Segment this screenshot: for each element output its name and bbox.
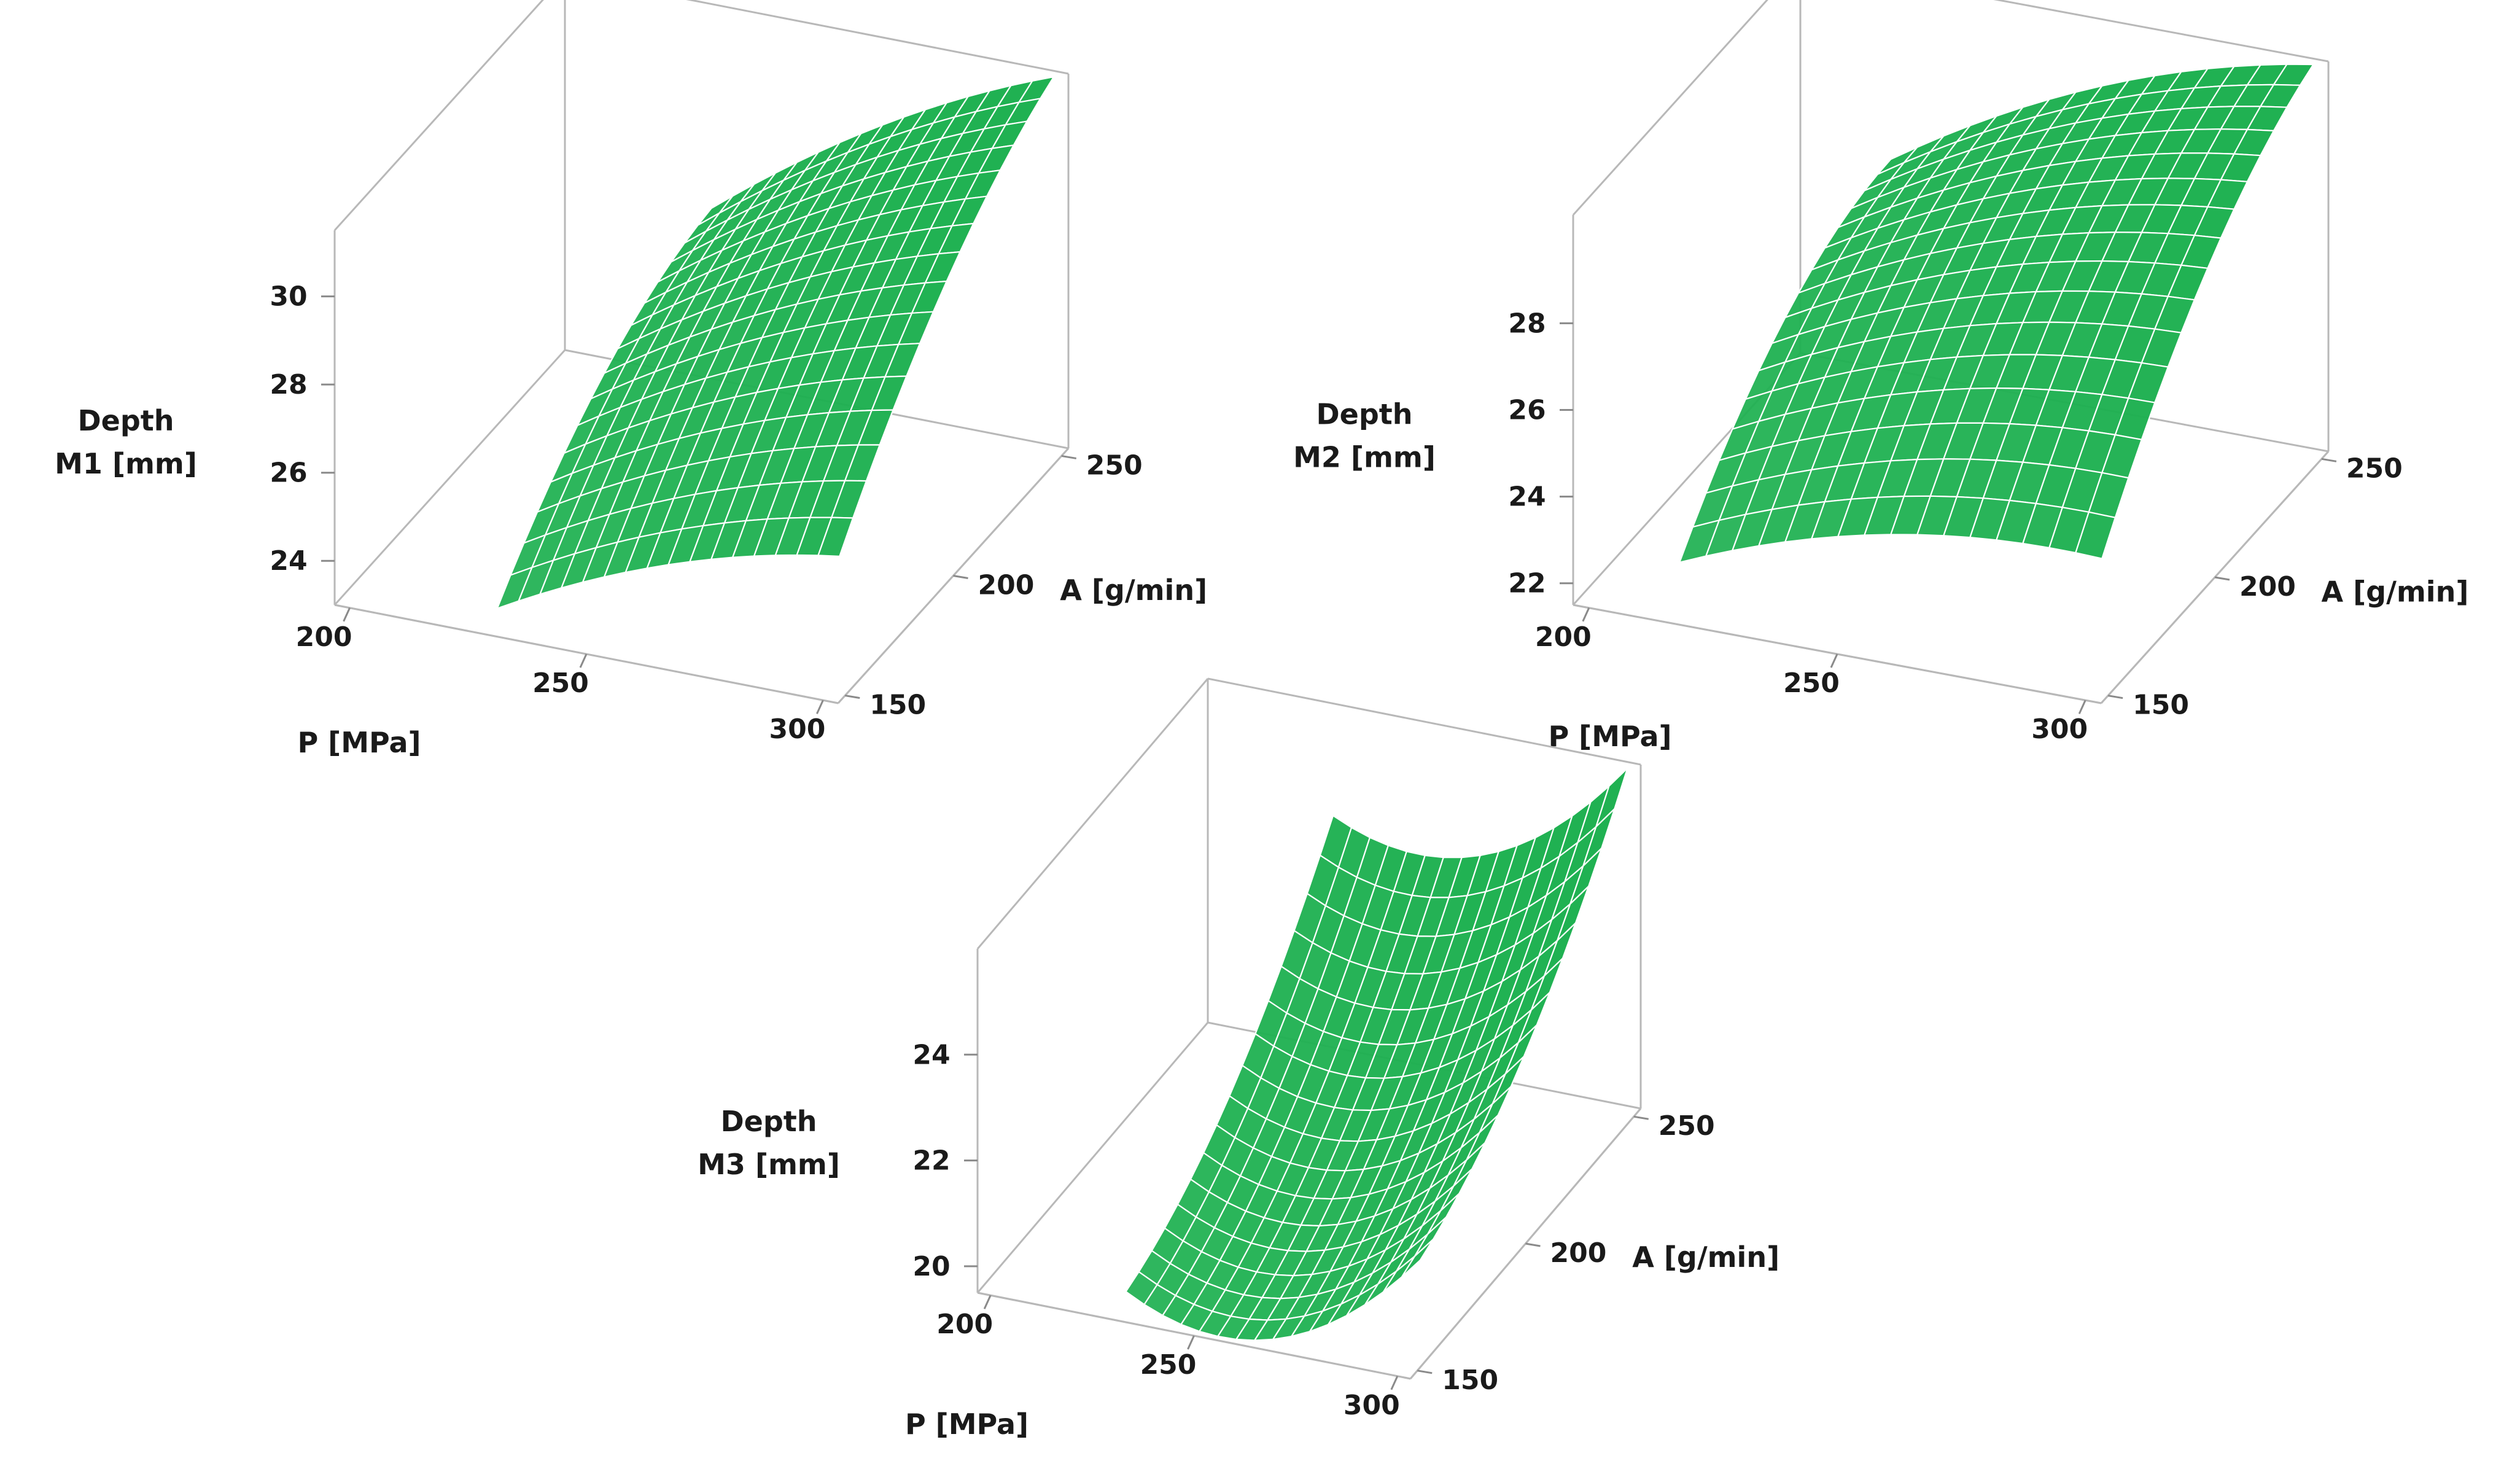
x-tick-mark: [579, 653, 588, 668]
y-tick-mark: [2321, 458, 2337, 462]
z-tick-label: 28: [270, 369, 307, 400]
z-axis-label-line2: M3 [mm]: [698, 1148, 840, 1181]
surface-mesh: [1679, 63, 2314, 563]
x-tick-label: 200: [936, 1309, 993, 1340]
x-tick-label: 250: [1140, 1349, 1197, 1381]
y-tick-mark: [2214, 576, 2230, 581]
z-tick-label: 20: [912, 1251, 950, 1282]
x-tick-label: 300: [1344, 1390, 1400, 1421]
axis-frame-line: [686, 0, 1069, 75]
y-axis-label: A [g/min]: [1632, 1241, 1779, 1274]
z-axis-label-line1: Depth: [720, 1105, 817, 1138]
y-tick-label: 150: [869, 690, 926, 721]
y-tick-mark: [845, 695, 860, 699]
y-tick-mark: [953, 575, 968, 579]
x-tick-mark: [343, 607, 351, 622]
x-tick-label: 300: [2031, 714, 2088, 745]
y-axis-label: A [g/min]: [2322, 575, 2469, 609]
y-tick-label: 250: [1086, 450, 1143, 481]
y-tick-label: 200: [2239, 571, 2296, 602]
x-tick-label: 300: [769, 714, 825, 745]
y-tick-mark: [1417, 1370, 1433, 1374]
x-tick-mark: [1187, 1335, 1195, 1350]
z-tick-label: 26: [1508, 395, 1546, 426]
z-tick-label: 28: [1508, 308, 1546, 339]
x-tick-mark: [1830, 653, 1838, 668]
y-tick-mark: [1633, 1115, 1649, 1120]
surface-cell: [2075, 511, 2116, 559]
axis-frame-line: [333, 349, 566, 606]
axis-frame-line: [333, 0, 544, 232]
z-tick-label: 24: [912, 1039, 950, 1070]
z-tick-label: 26: [270, 458, 307, 489]
z-axis-label-line1: Depth: [1316, 397, 1412, 431]
x-tick-label: 200: [296, 622, 352, 653]
x-tick-mark: [1390, 1376, 1399, 1390]
y-axis-label: A [g/min]: [1060, 574, 1207, 607]
axis-frame-line: [1993, 0, 2329, 63]
y-tick-mark: [1525, 1242, 1541, 1247]
x-tick-mark: [983, 1295, 992, 1309]
x-tick-mark: [816, 699, 824, 714]
surface-plot-3: 200 250 300 P [MPa] 150 200 250 A [g/min] 20 22 24…: [698, 677, 1779, 1441]
x-tick-label: 250: [1783, 668, 1840, 699]
x-tick-mark: [1582, 607, 1590, 622]
x-tick-label: 250: [532, 668, 589, 699]
z-axis-label-line2: M1 [mm]: [55, 447, 197, 480]
z-tick-label: 22: [1508, 568, 1546, 599]
z-axis-label-line1: Depth: [77, 404, 174, 437]
surface-cell: [1401, 1238, 1434, 1278]
y-tick-mark: [1061, 454, 1076, 459]
x-axis-label: P [MPa]: [297, 726, 421, 759]
surface-plot-1: 200 250 300 P [MPa] 150 200 250 A [g/min] 24 26 28…: [55, 0, 1207, 759]
y-tick-mark: [2107, 695, 2123, 699]
z-axis-label-line2: M2 [mm]: [1293, 440, 1436, 473]
z-tick-label: 24: [1508, 481, 1546, 513]
y-tick-label: 250: [1659, 1110, 1715, 1142]
axis-frame-line: [1207, 677, 1641, 766]
x-tick-mark: [2078, 699, 2086, 714]
x-axis-label: P [MPa]: [905, 1408, 1029, 1441]
axis-frame-line: [976, 678, 1209, 949]
surface-plot-2: 200 250 300 P [MPa] 150 200 250 A [g/min] 22 24 26…: [1293, 0, 2468, 753]
y-tick-label: 200: [978, 570, 1035, 601]
surface-cell: [817, 516, 854, 557]
surface-mesh: [496, 76, 1055, 609]
axis-frame-line: [976, 1022, 1209, 1293]
y-tick-label: 250: [2346, 453, 2403, 484]
x-tick-label: 200: [1535, 622, 1592, 653]
z-tick-label: 22: [912, 1145, 950, 1177]
z-tick-label: 30: [270, 281, 307, 313]
z-tick-label: 24: [270, 545, 307, 577]
surface-mesh: [1125, 767, 1628, 1341]
y-tick-label: 200: [1550, 1237, 1607, 1269]
axis-frame-line: [1572, 0, 1768, 216]
x-axis-label: P [MPa]: [1548, 720, 1671, 753]
y-tick-label: 150: [1442, 1365, 1498, 1396]
y-tick-label: 150: [2133, 690, 2189, 721]
